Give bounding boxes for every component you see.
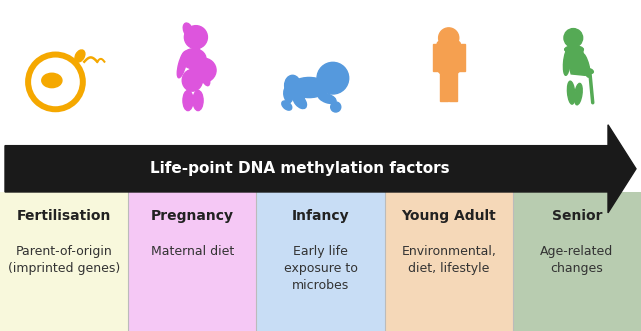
Ellipse shape	[285, 75, 301, 95]
Text: Life-point DNA methylation factors: Life-point DNA methylation factors	[150, 161, 450, 176]
Ellipse shape	[293, 94, 306, 109]
Ellipse shape	[183, 23, 193, 37]
Bar	[433, 44, 440, 71]
Ellipse shape	[182, 70, 203, 91]
Polygon shape	[5, 125, 636, 213]
Bar	[457, 44, 465, 71]
Polygon shape	[565, 49, 585, 75]
Ellipse shape	[42, 73, 62, 88]
Ellipse shape	[190, 58, 216, 82]
Text: Pregnancy: Pregnancy	[151, 209, 234, 223]
Text: Infancy: Infancy	[292, 209, 349, 223]
Ellipse shape	[574, 83, 582, 105]
Ellipse shape	[581, 53, 590, 77]
Bar	[513, 192, 641, 331]
Text: Young Adult: Young Adult	[401, 209, 496, 223]
Bar	[385, 192, 513, 331]
Ellipse shape	[438, 67, 459, 75]
Ellipse shape	[318, 93, 336, 104]
Bar	[128, 192, 256, 331]
Ellipse shape	[565, 46, 583, 53]
Bar	[438, 42, 459, 71]
Ellipse shape	[563, 50, 570, 75]
Bar	[445, 39, 453, 48]
Ellipse shape	[290, 77, 328, 98]
Ellipse shape	[297, 87, 306, 102]
Circle shape	[438, 28, 459, 48]
Circle shape	[564, 28, 583, 47]
Text: Age-related
changes: Age-related changes	[540, 245, 613, 275]
Text: Parent-of-origin
(imprinted genes): Parent-of-origin (imprinted genes)	[8, 245, 121, 275]
Text: Fertilisation: Fertilisation	[17, 209, 112, 223]
Ellipse shape	[437, 39, 460, 48]
Bar	[570, 39, 576, 48]
Text: Maternal diet: Maternal diet	[151, 245, 234, 258]
Ellipse shape	[183, 90, 193, 111]
Ellipse shape	[178, 51, 187, 78]
Text: Early life
exposure to
microbes: Early life exposure to microbes	[283, 245, 358, 292]
Circle shape	[331, 102, 341, 112]
Text: Senior: Senior	[552, 209, 602, 223]
Ellipse shape	[181, 49, 206, 69]
Ellipse shape	[567, 81, 575, 104]
Bar	[449, 70, 457, 101]
Ellipse shape	[284, 87, 293, 103]
Bar	[193, 39, 199, 50]
Ellipse shape	[193, 90, 203, 111]
Bar	[0, 192, 128, 331]
Circle shape	[185, 25, 208, 49]
Bar	[256, 192, 385, 331]
Ellipse shape	[282, 101, 292, 110]
Circle shape	[317, 62, 349, 94]
Ellipse shape	[587, 69, 594, 73]
Bar	[440, 70, 448, 101]
Ellipse shape	[201, 69, 210, 86]
Text: Environmental,
diet, lifestyle: Environmental, diet, lifestyle	[401, 245, 496, 275]
Ellipse shape	[75, 50, 85, 62]
